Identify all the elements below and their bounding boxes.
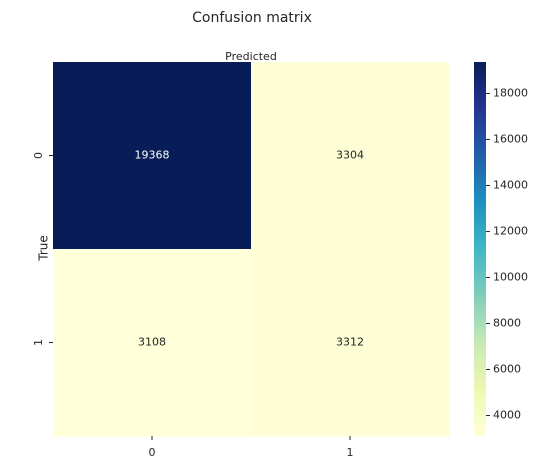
- heatmap-cell: [53, 249, 252, 437]
- x-tick-label: 0: [149, 446, 156, 459]
- cell-label: 3304: [336, 149, 364, 162]
- x-tick-label: 1: [347, 446, 354, 459]
- colorbar-tick-label: 12000: [493, 224, 528, 237]
- cell-label: 3108: [138, 336, 166, 349]
- x-axis-label: Predicted: [225, 50, 277, 63]
- cell-label: 3312: [336, 336, 364, 349]
- chart-title: Confusion matrix: [192, 10, 312, 26]
- colorbar-tick-label: 6000: [493, 362, 521, 375]
- y-tick-label: 1: [32, 339, 45, 346]
- y-tick-label: 0: [32, 152, 45, 159]
- colorbar-tick-label: 10000: [493, 270, 528, 283]
- y-axis-label: True: [37, 235, 51, 262]
- colorbar-tick-label: 8000: [493, 316, 521, 329]
- colorbar-tick-label: 18000: [493, 86, 528, 99]
- colorbar-tick-label: 16000: [493, 132, 528, 145]
- colorbar-tick-label: 4000: [493, 408, 521, 421]
- heatmap-cell: [251, 249, 450, 437]
- cell-label: 19368: [135, 149, 170, 162]
- colorbar-tick-label: 14000: [493, 178, 528, 191]
- heatmap-cell: [53, 62, 252, 250]
- heatmap-cell: [251, 62, 450, 250]
- colorbar: [474, 62, 486, 436]
